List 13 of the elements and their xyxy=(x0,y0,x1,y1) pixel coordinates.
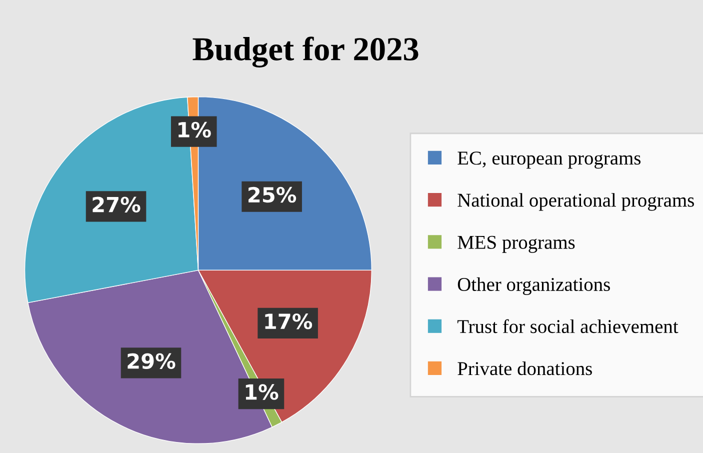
legend-label: National operational programs xyxy=(458,193,694,211)
data-label: 25% xyxy=(248,186,296,203)
chart-title: Budget for 2023 xyxy=(192,36,418,68)
data-label: 1% xyxy=(178,122,211,138)
data-label: 17% xyxy=(265,313,312,330)
legend-label: MES programs xyxy=(458,236,575,253)
data-label: 27% xyxy=(92,196,140,212)
data-label: 1% xyxy=(246,384,278,400)
data-label: 29% xyxy=(128,353,176,369)
legend-label: Trust for social achievement xyxy=(457,319,678,334)
legend-label: Other organizations xyxy=(458,277,610,296)
legend-label: Private donations xyxy=(458,362,592,376)
legend-label: EC, european programs xyxy=(458,152,641,169)
